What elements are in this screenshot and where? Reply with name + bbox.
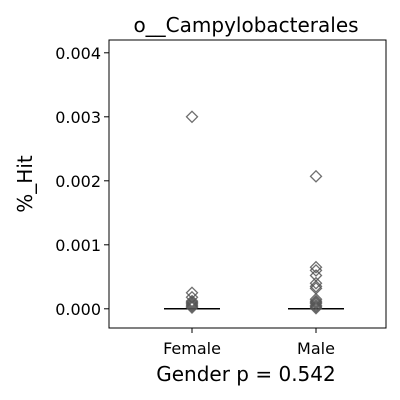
x-axis-label: Gender p = 0.542 bbox=[156, 362, 335, 386]
chart-title: o__Campylobacterales bbox=[133, 13, 358, 37]
x-tick-label: Male bbox=[297, 339, 335, 358]
x-tick-label: Female bbox=[163, 339, 221, 358]
data-point bbox=[185, 295, 199, 309]
data-point bbox=[309, 276, 323, 290]
data-point bbox=[309, 263, 323, 277]
data-point bbox=[309, 260, 323, 274]
data-point bbox=[309, 294, 323, 308]
data-point bbox=[185, 298, 199, 312]
data-point bbox=[185, 294, 199, 308]
data-point bbox=[309, 292, 323, 306]
data-point bbox=[185, 110, 199, 124]
data-point bbox=[309, 299, 323, 313]
data-point bbox=[309, 297, 323, 311]
y-axis: 0.000 0.001 0.002 0.003 0.004 bbox=[55, 44, 109, 319]
data-point bbox=[309, 169, 323, 183]
y-tick-label: 0.003 bbox=[55, 108, 101, 127]
y-tick-label: 0.001 bbox=[55, 236, 101, 255]
data-point bbox=[309, 295, 323, 309]
data-point bbox=[185, 301, 199, 314]
data-marks bbox=[164, 110, 344, 315]
y-tick-label: 0.004 bbox=[55, 44, 101, 63]
data-point bbox=[185, 297, 199, 311]
data-point bbox=[309, 301, 323, 315]
data-point bbox=[185, 299, 199, 313]
data-point bbox=[309, 300, 323, 314]
plot-frame bbox=[108, 39, 387, 329]
x-axis: Female Male bbox=[163, 328, 335, 358]
y-axis-label: %_Hit bbox=[13, 155, 37, 213]
y-tick-label: 0.000 bbox=[55, 300, 101, 319]
data-point bbox=[309, 279, 323, 293]
y-tick-label: 0.002 bbox=[55, 172, 101, 191]
